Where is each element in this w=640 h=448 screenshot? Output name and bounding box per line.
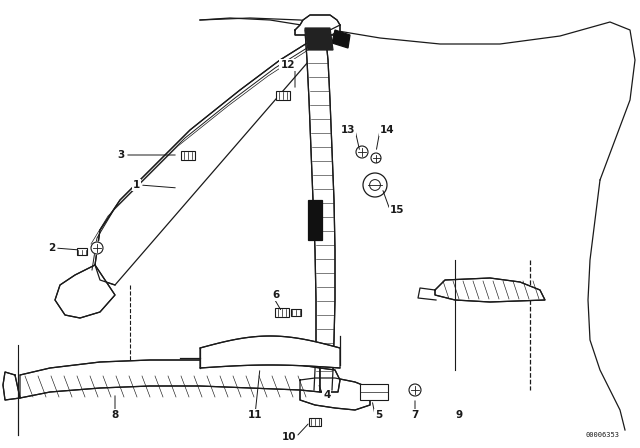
Polygon shape	[320, 368, 340, 392]
Text: 1: 1	[132, 180, 140, 190]
Bar	[360, 384, 388, 400]
Text: 5: 5	[375, 410, 382, 420]
Polygon shape	[332, 30, 350, 48]
Text: 7: 7	[412, 410, 419, 420]
Text: 9: 9	[455, 410, 462, 420]
Text: 2: 2	[48, 243, 55, 253]
Text: 11: 11	[248, 410, 262, 420]
Text: 00006353: 00006353	[586, 432, 620, 438]
Text: 6: 6	[272, 290, 279, 300]
Polygon shape	[308, 200, 322, 240]
Circle shape	[371, 153, 381, 163]
Text: 12: 12	[280, 60, 295, 70]
Polygon shape	[295, 15, 340, 35]
Text: 14: 14	[380, 125, 395, 135]
Polygon shape	[435, 278, 545, 302]
Polygon shape	[300, 378, 370, 410]
Polygon shape	[305, 30, 335, 390]
Text: 4: 4	[323, 390, 330, 400]
Bar	[181, 151, 195, 159]
Polygon shape	[305, 28, 333, 50]
Text: 13: 13	[340, 125, 355, 135]
Circle shape	[356, 146, 368, 158]
Circle shape	[91, 242, 103, 254]
Circle shape	[370, 180, 380, 190]
Bar	[309, 418, 321, 426]
Polygon shape	[3, 372, 20, 400]
Circle shape	[363, 173, 387, 197]
Polygon shape	[55, 265, 115, 318]
Text: 8: 8	[111, 410, 118, 420]
Text: 3: 3	[118, 150, 125, 160]
Bar	[291, 309, 301, 315]
Polygon shape	[95, 25, 340, 285]
Text: 10: 10	[282, 432, 296, 442]
Text: 15: 15	[390, 205, 404, 215]
Polygon shape	[200, 336, 340, 368]
Bar	[276, 90, 290, 99]
Circle shape	[409, 384, 421, 396]
Polygon shape	[20, 360, 320, 398]
Bar	[77, 249, 87, 255]
Bar	[275, 307, 289, 316]
